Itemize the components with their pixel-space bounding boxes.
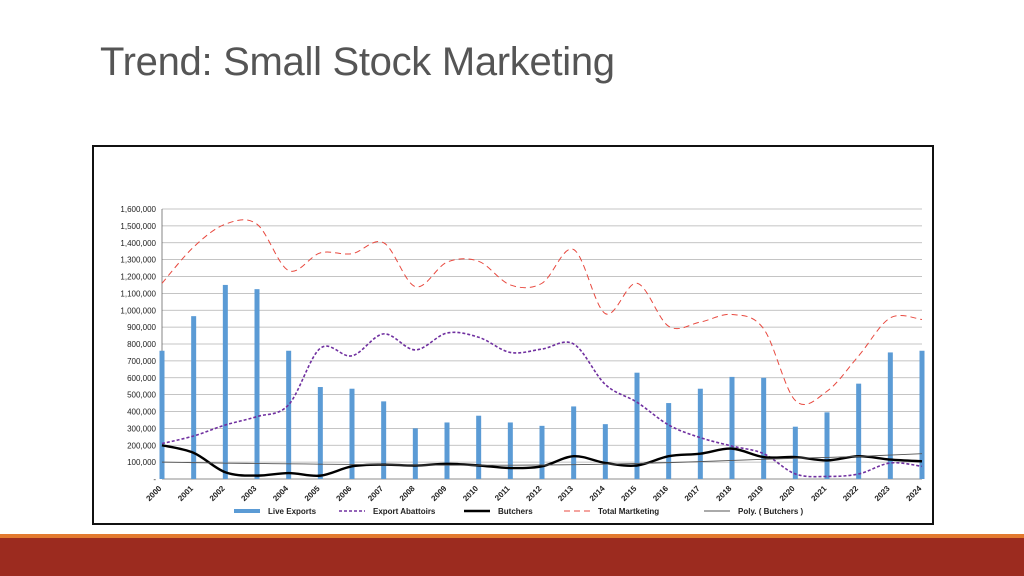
bar-series — [159, 284, 925, 479]
bar — [919, 350, 925, 479]
series-line — [161, 331, 923, 478]
y-tick-label: 1,400,000 — [120, 239, 156, 248]
x-tick-label: 2020 — [778, 484, 797, 503]
x-tick-label: 2017 — [683, 484, 702, 503]
y-tick-label: 1,500,000 — [120, 222, 156, 231]
series-line — [161, 219, 923, 406]
bar — [444, 422, 450, 479]
x-tick-label: 2001 — [176, 484, 195, 503]
bar — [412, 428, 418, 479]
x-tick-label: 2012 — [524, 484, 543, 503]
x-tick-label: 2011 — [493, 484, 512, 503]
y-tick-label: 1,100,000 — [120, 289, 156, 298]
bar — [507, 422, 513, 479]
legend-label: Total Martketing — [598, 507, 659, 516]
bar — [792, 426, 798, 479]
x-axis-ticks: 2000 2001 2002 2003 2004 2005 2006 2007 2008 2009… — [144, 484, 923, 503]
bar — [317, 387, 323, 479]
y-tick-label: 200,000 — [127, 441, 156, 450]
y-tick-label: 300,000 — [127, 424, 156, 433]
y-tick-label: 1,200,000 — [120, 273, 156, 282]
footer-bar — [0, 538, 1024, 576]
x-tick-label: 2024 — [904, 484, 923, 503]
bar — [254, 289, 260, 479]
x-tick-label: 2004 — [271, 484, 290, 503]
line-series — [161, 219, 923, 478]
series-line — [161, 453, 923, 466]
legend-label: Butchers — [498, 507, 533, 516]
bar — [191, 316, 197, 479]
bar — [602, 424, 608, 479]
bar — [222, 284, 228, 479]
x-tick-label: 2013 — [556, 484, 575, 503]
bar — [159, 350, 165, 479]
y-tick-label: 600,000 — [127, 374, 156, 383]
x-tick-label: 2021 — [809, 484, 828, 503]
x-tick-label: 2010 — [461, 484, 480, 503]
bar — [286, 350, 292, 479]
y-axis-ticks: - 100,000 200,000 300,000 400,000 500,000 600,… — [120, 205, 156, 484]
x-tick-label: 2015 — [619, 484, 638, 503]
x-tick-label: 2018 — [714, 484, 733, 503]
bar — [634, 372, 640, 479]
bar — [381, 401, 387, 479]
bar — [761, 377, 767, 479]
series-line — [161, 444, 923, 478]
y-tick-label: 700,000 — [127, 357, 156, 366]
bar — [571, 406, 577, 479]
chart-frame: - 100,000 200,000 300,000 400,000 500,000 600,… — [92, 145, 934, 525]
x-tick-label: 2002 — [208, 484, 227, 503]
bar — [824, 412, 830, 479]
bar — [729, 376, 735, 479]
bar — [476, 415, 482, 479]
y-tick-label: 1,300,000 — [120, 256, 156, 265]
y-tick-label: 500,000 — [127, 391, 156, 400]
chart: - 100,000 200,000 300,000 400,000 500,000 600,… — [120, 205, 925, 516]
y-tick-label: - — [153, 475, 156, 484]
legend-swatch — [234, 509, 260, 513]
x-tick-label: 2014 — [588, 484, 607, 503]
y-tick-label: 400,000 — [127, 408, 156, 417]
legend-label: Poly. ( Butchers ) — [738, 507, 804, 516]
legend-label: Live Exports — [268, 507, 317, 516]
y-tick-label: 900,000 — [127, 323, 156, 332]
y-tick-label: 100,000 — [127, 458, 156, 467]
x-tick-label: 2023 — [873, 484, 892, 503]
x-tick-label: 2000 — [144, 484, 163, 503]
bar — [666, 403, 672, 479]
x-tick-label: 2009 — [429, 484, 448, 503]
page-title: Trend: Small Stock Marketing — [100, 40, 615, 84]
x-tick-label: 2022 — [841, 484, 860, 503]
bar — [887, 352, 893, 479]
legend-label: Export Abattoirs — [373, 507, 436, 516]
x-tick-label: 2016 — [651, 484, 670, 503]
x-tick-label: 2008 — [398, 484, 417, 503]
x-tick-label: 2003 — [239, 484, 258, 503]
y-tick-label: 1,600,000 — [120, 205, 156, 214]
y-tick-label: 1,000,000 — [120, 306, 156, 315]
footer-accent — [0, 534, 1024, 538]
bar — [697, 388, 703, 479]
x-tick-label: 2007 — [366, 484, 385, 503]
y-tick-label: 800,000 — [127, 340, 156, 349]
bar — [856, 383, 862, 479]
x-tick-label: 2006 — [334, 484, 353, 503]
x-tick-label: 2005 — [303, 484, 322, 503]
legend: Live Exports Export Abattoirs Butchers Tota… — [234, 507, 804, 516]
bar — [539, 425, 545, 479]
bar — [349, 388, 355, 479]
x-tick-label: 2019 — [746, 484, 765, 503]
